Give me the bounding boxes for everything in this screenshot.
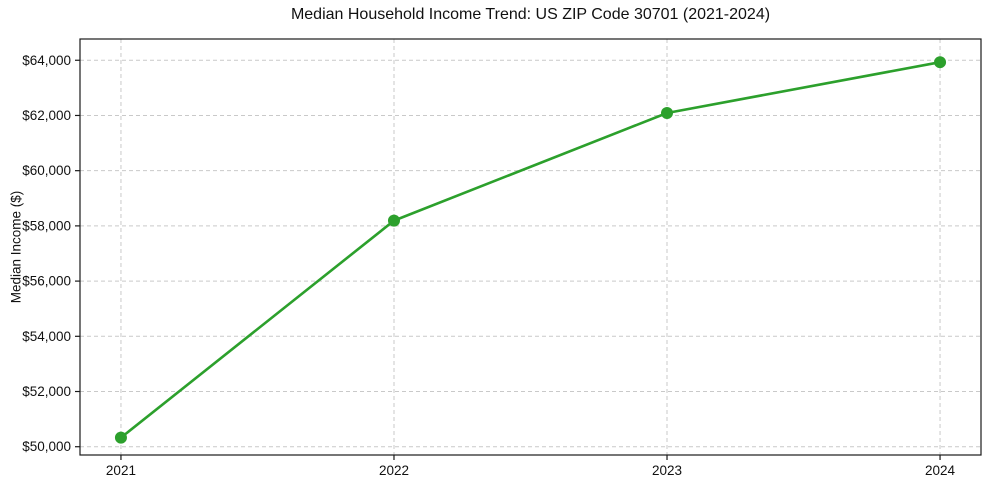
y-tick-label: $58,000 [22,218,71,233]
chart-title: Median Household Income Trend: US ZIP Co… [290,6,771,23]
x-tick-label: 2021 [106,463,136,478]
x-tick-label: 2022 [379,463,409,478]
y-tick-label: $52,000 [22,384,71,399]
y-tick-label: $50,000 [22,439,71,454]
y-tick-label: $64,000 [22,53,71,68]
y-tick-label: $62,000 [22,108,71,123]
y-tick-label: $60,000 [22,163,71,178]
plot-border [79,38,982,456]
data-point-marker [114,431,127,444]
x-tick-label: 2024 [925,463,956,478]
y-tick-label: $54,000 [22,329,71,344]
data-point-marker [661,106,674,119]
data-point-marker [934,56,947,69]
trend-line [119,60,942,439]
data-point-marker [387,214,400,227]
x-tick-label: 2023 [652,463,682,478]
y-tick-label: $56,000 [22,274,71,289]
